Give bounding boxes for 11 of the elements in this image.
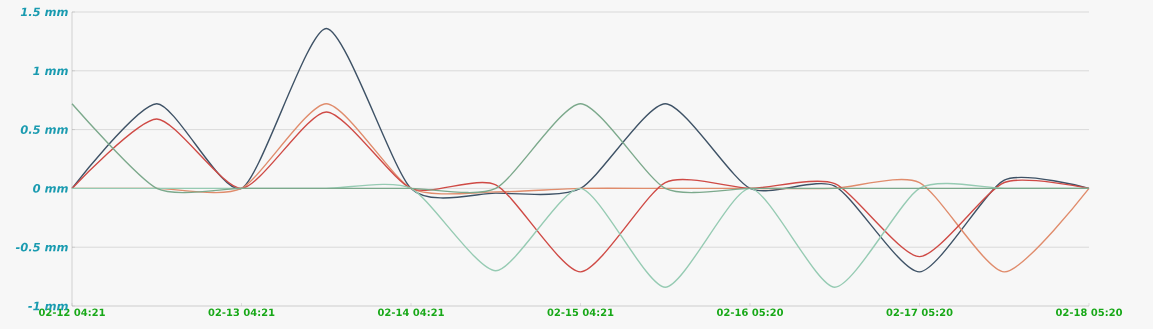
x-tick-label: 02-18 05:20 bbox=[1055, 308, 1123, 317]
y-tick-label: 0 mm bbox=[33, 184, 68, 193]
y-tick-label: 1.5 mm bbox=[20, 7, 68, 17]
x-tick-label: 02-15 04:21 bbox=[547, 308, 614, 317]
x-tick-label: 02-14 04:21 bbox=[377, 308, 444, 317]
x-tick-label: 02-17 05:20 bbox=[886, 308, 953, 317]
y-tick-label: -0.5 mm bbox=[15, 242, 68, 252]
x-tick-label: 02-16 05:20 bbox=[716, 308, 784, 317]
y-tick-label: 0.5 mm bbox=[20, 125, 68, 134]
x-tick-label: 02-13 04:21 bbox=[208, 308, 275, 317]
y-tick-label: 1 mm bbox=[33, 66, 68, 75]
